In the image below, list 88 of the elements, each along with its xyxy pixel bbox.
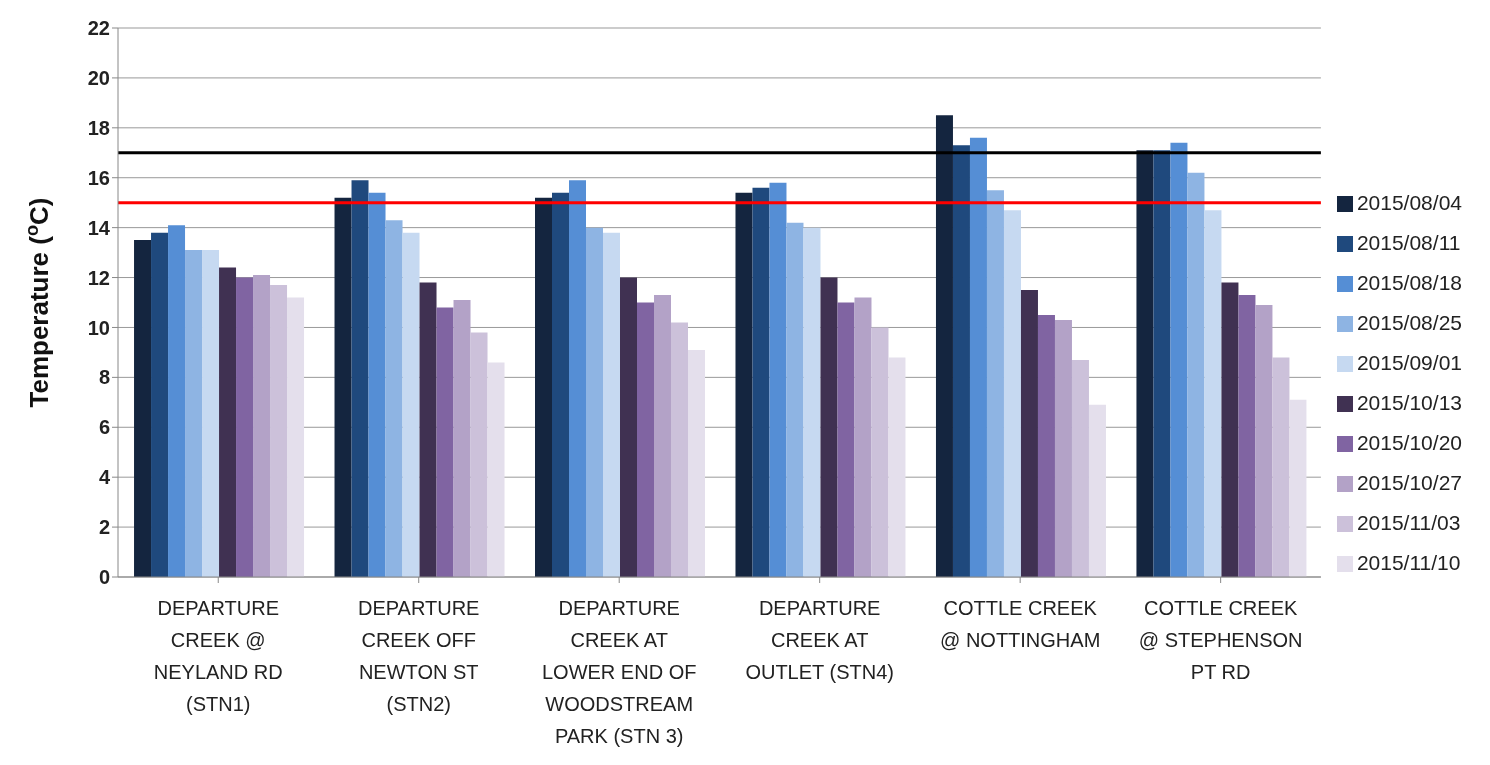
legend-label: 2015/09/01: [1356, 350, 1462, 374]
bar: [837, 302, 855, 577]
bar: [586, 227, 603, 577]
x-tick-label: DEPARTURE CREEK AT LOWER END OF WOODSTREAM PARK (STN 3): [541, 597, 697, 747]
bar: [1071, 359, 1089, 577]
bar: [1272, 357, 1290, 577]
bar: [786, 222, 804, 577]
bar: [168, 225, 186, 577]
y-tick-label: 16: [87, 166, 110, 189]
y-tick-label: 4: [98, 466, 111, 489]
bar: [569, 180, 586, 577]
y-tick-label: 6: [98, 416, 110, 439]
legend-label: 2015/11/10: [1356, 550, 1461, 574]
bar: [637, 302, 654, 577]
bar: [1088, 404, 1106, 577]
bar: [287, 297, 305, 577]
bar: [803, 227, 821, 577]
bar: [952, 145, 970, 577]
bar: [1136, 150, 1154, 577]
y-tick-label: 10: [87, 316, 110, 339]
bar: [1020, 290, 1038, 577]
bar: [688, 349, 705, 577]
legend-label: 2015/10/13: [1356, 390, 1462, 414]
bar: [402, 232, 420, 577]
legend-label: 2015/11/03: [1356, 510, 1461, 534]
bar: [151, 232, 169, 577]
bar: [334, 197, 352, 577]
bar: [236, 277, 254, 577]
bar: [752, 187, 770, 577]
bar: [1187, 172, 1205, 577]
bar: [654, 295, 671, 577]
bar: [1221, 282, 1239, 577]
y-tick-label: 22: [87, 17, 110, 40]
y-tick-label: 18: [87, 116, 110, 139]
legend-label: 2015/10/20: [1356, 430, 1462, 454]
y-tick-label: 14: [87, 216, 111, 239]
bar: [1289, 399, 1307, 577]
legend-label: 2015/08/18: [1356, 270, 1462, 294]
bar: [888, 357, 906, 577]
bar: [368, 192, 386, 577]
y-tick-label: 12: [87, 266, 110, 289]
bar: [620, 277, 637, 577]
bar: [185, 250, 203, 577]
x-tick-label: DEPARTURE CREEK @ NEYLAND RD (STN1): [153, 597, 283, 715]
bar: [253, 275, 271, 577]
x-tick-label: COTTLE CREEK @ NOTTINGHAM: [940, 597, 1101, 651]
bar: [270, 285, 288, 577]
bar: [419, 282, 437, 577]
bar: [735, 192, 753, 577]
bar: [1037, 314, 1055, 577]
bar: [969, 137, 987, 577]
bar: [671, 322, 688, 577]
bar: [603, 232, 620, 577]
y-tick-label: 0: [98, 566, 110, 589]
y-tick-label: 20: [87, 67, 110, 90]
bar: [202, 250, 220, 577]
bar: [986, 190, 1004, 577]
bar: [1255, 305, 1273, 577]
bar: [552, 192, 569, 577]
bar: [470, 332, 488, 577]
legend-label: 2015/08/25: [1356, 310, 1462, 334]
bar: [385, 220, 403, 577]
bar: [351, 180, 369, 577]
bar: [1238, 295, 1256, 577]
bar: [535, 197, 552, 577]
bar: [134, 240, 152, 577]
bar: [1153, 150, 1171, 577]
legend-label: 2015/08/04: [1356, 190, 1462, 214]
bar: [436, 307, 454, 577]
bar: [1054, 319, 1072, 577]
x-tick-label: DEPARTURE CREEK AT OUTLET (STN4): [745, 597, 894, 683]
bar: [769, 182, 787, 577]
bar: [453, 300, 471, 577]
bar: [1170, 142, 1188, 577]
y-tick-label: 8: [98, 366, 110, 389]
bar: [1003, 210, 1021, 577]
legend-label: 2015/08/11: [1356, 230, 1461, 254]
x-tick-label: DEPARTURE CREEK OFF NEWTON ST (STN2): [357, 597, 480, 715]
bar: [219, 267, 237, 577]
legend-label: 2015/10/27: [1356, 470, 1462, 494]
bar: [854, 297, 872, 577]
y-tick-label: 2: [98, 516, 110, 539]
bar: [820, 277, 838, 577]
bar: [935, 115, 953, 577]
bar: [1204, 210, 1222, 577]
bar: [487, 362, 505, 577]
x-tick-label: COTTLE CREEK @ STEPHENSON PT RD: [1138, 597, 1303, 683]
bar: [871, 327, 889, 577]
